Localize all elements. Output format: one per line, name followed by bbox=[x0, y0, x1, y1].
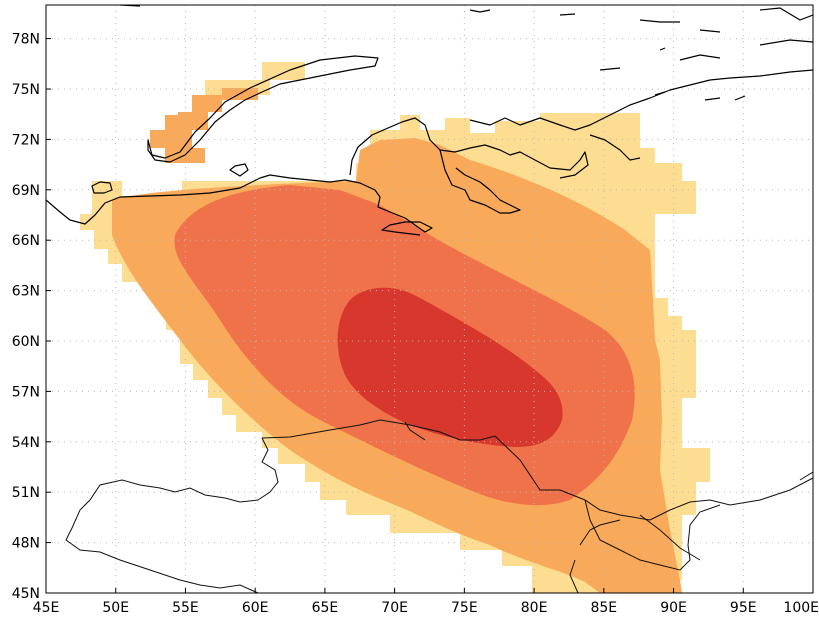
x-tick-label: 60E bbox=[242, 600, 269, 616]
x-tick-label: 90E bbox=[660, 600, 687, 616]
y-axis: 45N 48N 51N 54N 57N 60N 63N 66N 69N 72N 75N 78N bbox=[12, 32, 51, 602]
x-tick-label: 70E bbox=[381, 600, 408, 616]
y-tick-label: 48N bbox=[12, 536, 40, 552]
x-tick-label: 95E bbox=[730, 600, 757, 616]
y-tick-label: 78N bbox=[12, 32, 40, 48]
novaya-zemlya-patch-dark bbox=[150, 88, 258, 163]
x-tick-label: 55E bbox=[172, 600, 199, 616]
contour-level-4 bbox=[337, 287, 563, 447]
country-borders bbox=[65, 419, 813, 593]
y-tick-label: 69N bbox=[12, 183, 40, 199]
x-tick-label: 45E bbox=[33, 600, 60, 616]
x-tick-label: 80E bbox=[521, 600, 548, 616]
y-tick-label: 57N bbox=[12, 384, 40, 400]
y-tick-label: 66N bbox=[12, 233, 40, 249]
x-tick-label: 85E bbox=[590, 600, 617, 616]
x-axis: 45E 50E 55E 60E 65E 70E 75E 80E 85E 90E 95E 100E bbox=[33, 588, 819, 616]
y-tick-label: 72N bbox=[12, 132, 40, 148]
x-tick-label: 100E bbox=[783, 600, 819, 616]
y-tick-label: 63N bbox=[12, 284, 40, 300]
y-tick-label: 75N bbox=[12, 82, 40, 98]
y-tick-label: 51N bbox=[12, 485, 40, 501]
y-tick-label: 54N bbox=[12, 435, 40, 451]
plot-frame bbox=[45, 4, 814, 594]
x-tick-label: 75E bbox=[451, 600, 478, 616]
y-tick-label: 45N bbox=[12, 586, 40, 602]
x-tick-label: 65E bbox=[312, 600, 339, 616]
x-tick-label: 50E bbox=[102, 600, 129, 616]
coastline bbox=[46, 5, 813, 236]
y-tick-label: 60N bbox=[12, 334, 40, 350]
map-gridlines bbox=[46, 5, 813, 593]
novaya-zemlya-patch-light bbox=[205, 62, 305, 95]
